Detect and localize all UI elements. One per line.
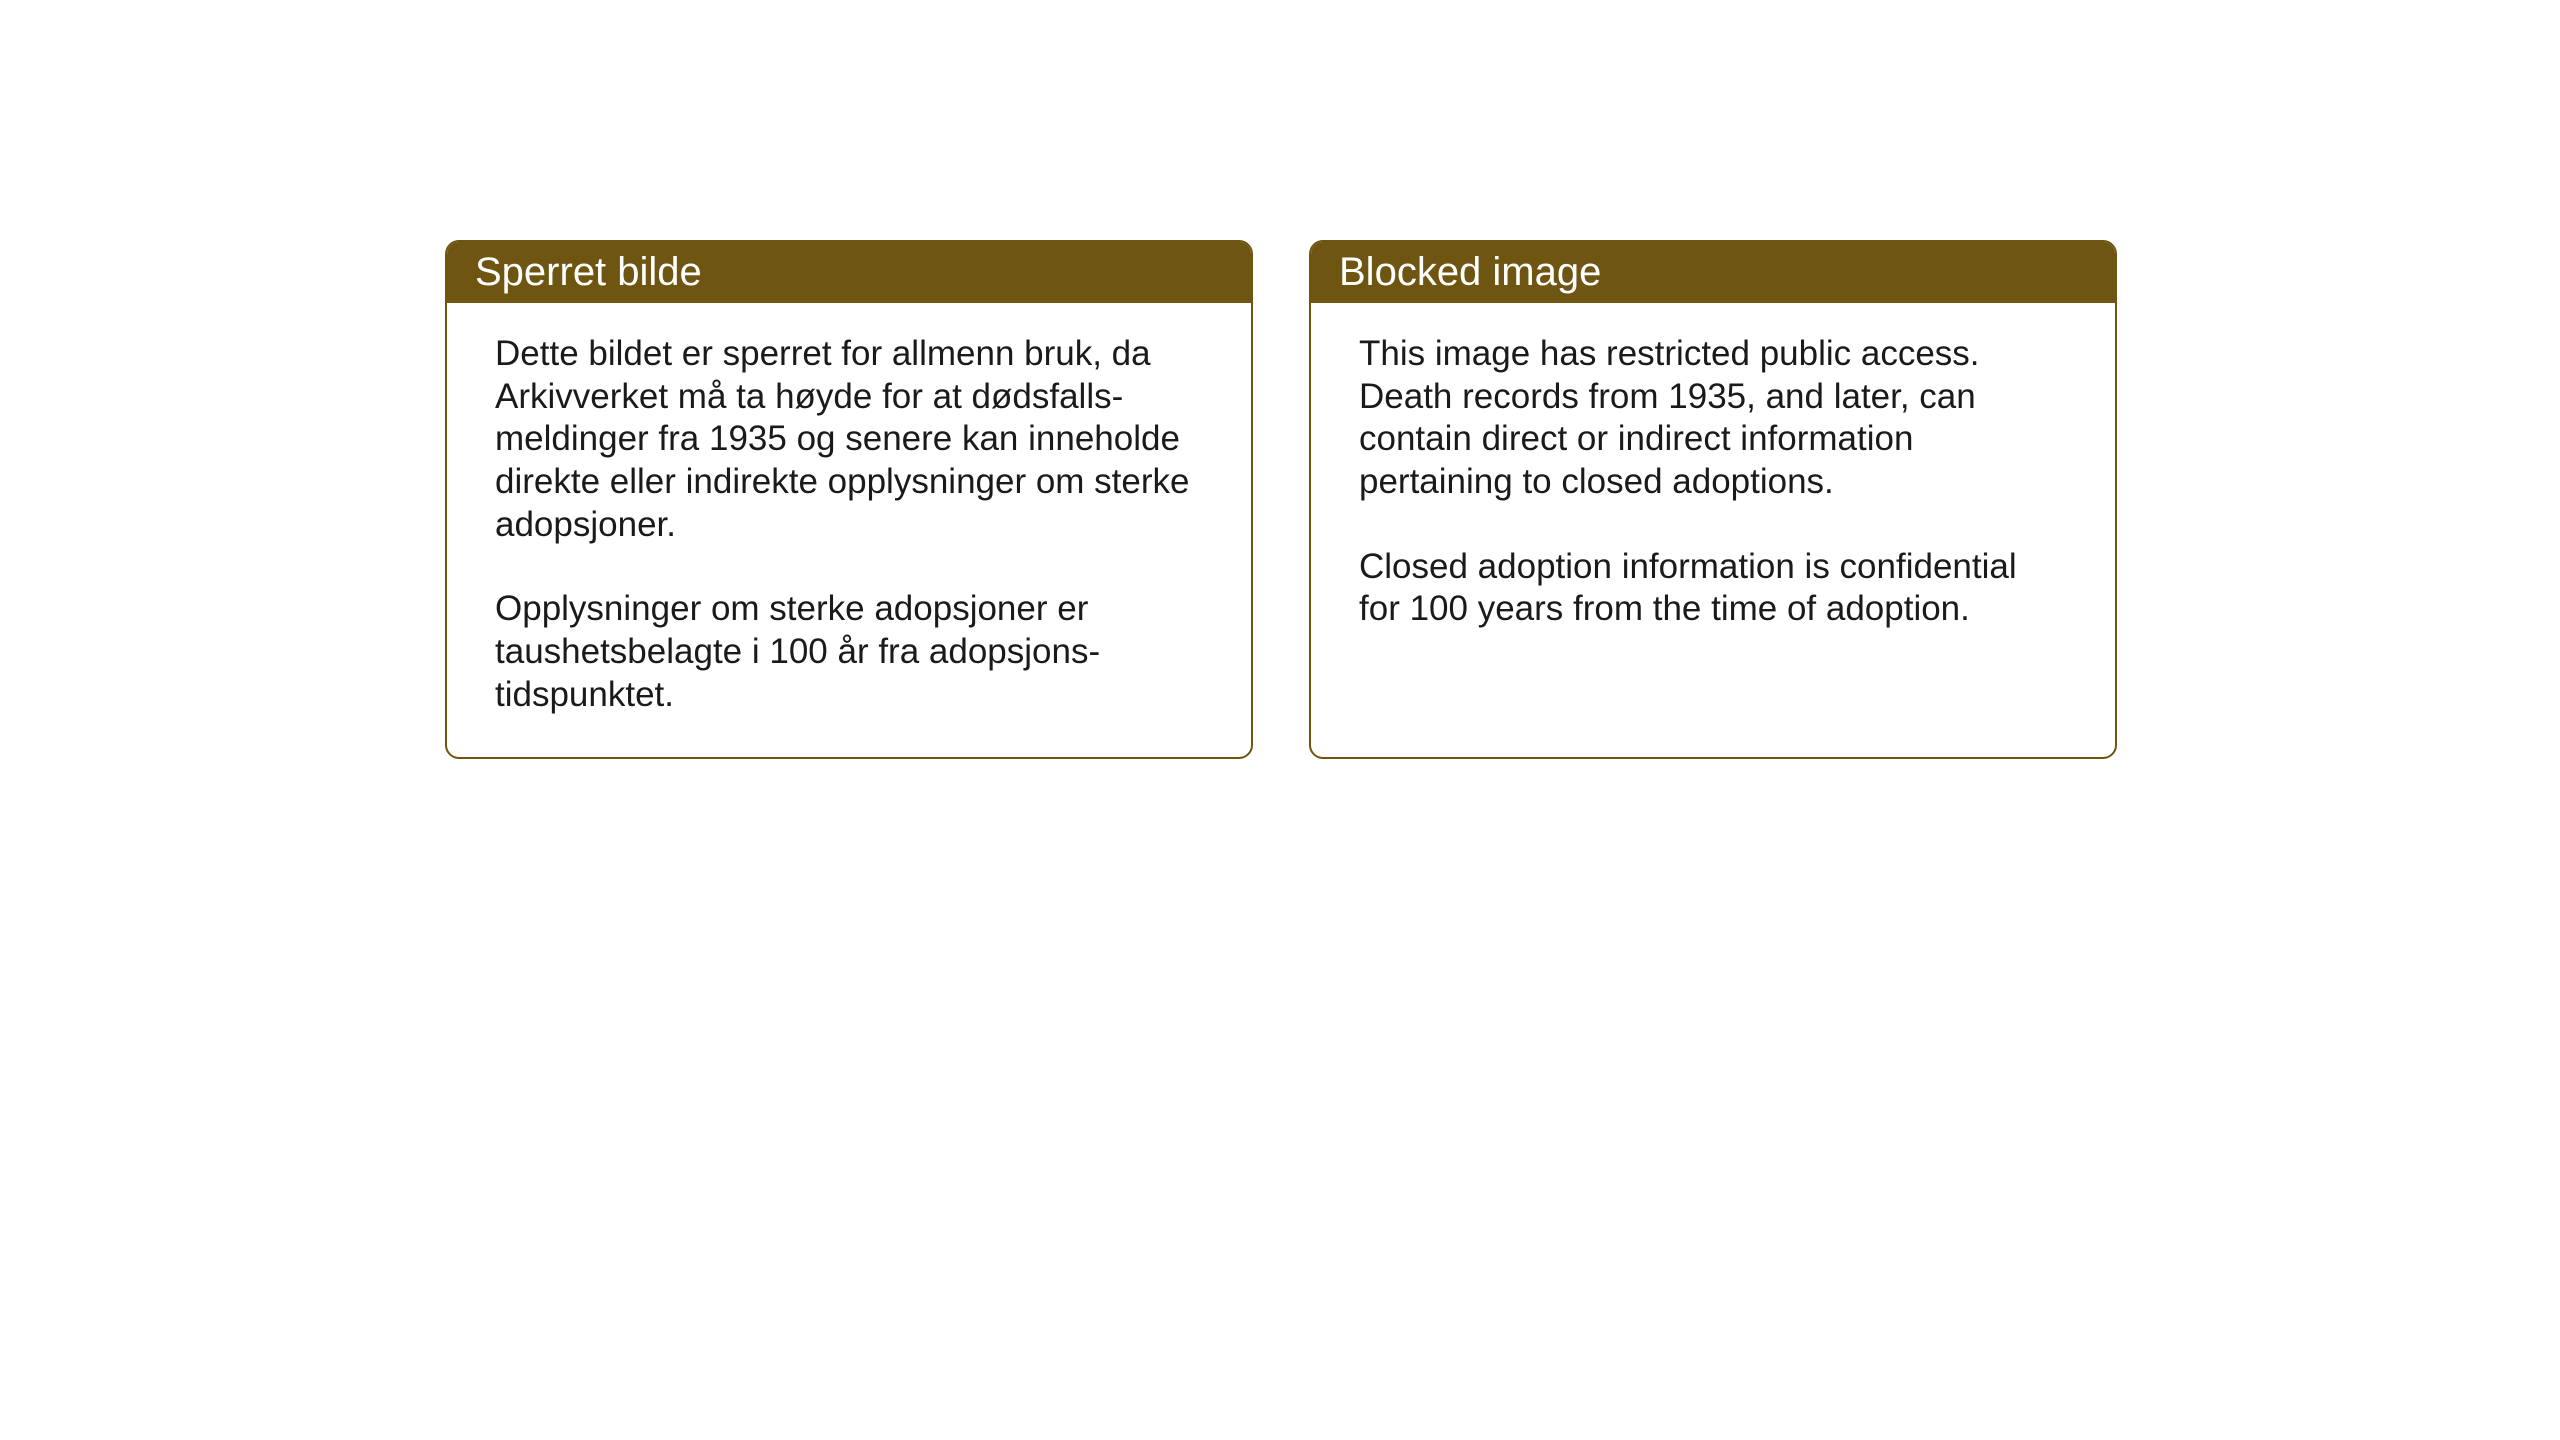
notice-header-norwegian: Sperret bilde: [447, 242, 1251, 303]
notice-container: Sperret bilde Dette bildet er sperret fo…: [445, 240, 2117, 759]
notice-box-norwegian: Sperret bilde Dette bildet er sperret fo…: [445, 240, 1253, 759]
notice-body-norwegian: Dette bildet er sperret for allmenn bruk…: [447, 303, 1251, 757]
notice-box-english: Blocked image This image has restricted …: [1309, 240, 2117, 759]
notice-paragraph-1-english: This image has restricted public access.…: [1359, 333, 2067, 504]
notice-body-english: This image has restricted public access.…: [1311, 303, 2115, 743]
notice-paragraph-1-norwegian: Dette bildet er sperret for allmenn bruk…: [495, 333, 1203, 546]
notice-paragraph-2-norwegian: Opplysninger om sterke adopsjoner er tau…: [495, 588, 1203, 716]
notice-paragraph-2-english: Closed adoption information is confident…: [1359, 546, 2067, 631]
notice-header-english: Blocked image: [1311, 242, 2115, 303]
